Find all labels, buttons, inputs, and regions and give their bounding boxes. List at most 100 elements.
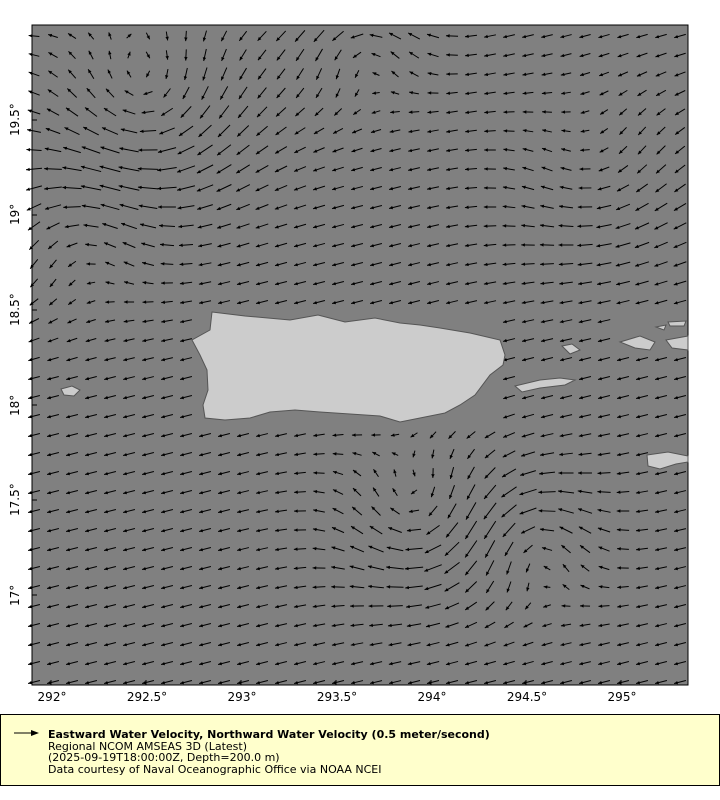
velocity-arrow <box>179 281 193 286</box>
velocity-arrow <box>446 148 458 153</box>
velocity-arrow <box>578 319 592 324</box>
velocity-arrow <box>540 395 554 400</box>
velocity-arrow <box>412 469 416 477</box>
velocity-arrow <box>118 166 140 172</box>
velocity-arrow <box>521 413 535 419</box>
velocity-arrow <box>255 566 269 571</box>
velocity-arrow <box>369 525 383 535</box>
velocity-arrow <box>521 357 535 362</box>
velocity-arrow <box>654 241 668 249</box>
velocity-arrow <box>370 167 382 172</box>
velocity-arrow <box>197 144 213 156</box>
velocity-arrow <box>105 281 115 285</box>
velocity-arrow <box>46 222 60 230</box>
velocity-arrow <box>65 604 79 609</box>
velocity-arrow <box>27 661 41 666</box>
velocity-arrow <box>354 70 360 78</box>
velocity-arrow <box>44 204 62 210</box>
velocity-arrow <box>445 243 459 248</box>
velocity-arrow <box>141 623 155 628</box>
velocity-arrow <box>483 186 497 190</box>
velocity-arrow <box>160 509 174 514</box>
velocity-arrow <box>636 585 648 590</box>
velocity-arrow <box>276 68 286 80</box>
velocity-arrow <box>655 33 667 39</box>
velocity-arrow <box>615 261 631 267</box>
velocity-arrow <box>636 566 648 571</box>
velocity-arrow <box>294 452 306 457</box>
velocity-arrow <box>578 526 592 534</box>
velocity-arrow <box>445 622 459 628</box>
velocity-arrow <box>27 433 41 438</box>
velocity-arrow <box>578 433 592 438</box>
velocity-arrow <box>503 660 515 666</box>
velocity-arrow <box>654 623 668 628</box>
velocity-arrow <box>47 395 59 400</box>
velocity-arrow <box>159 224 175 228</box>
velocity-arrow <box>446 53 458 57</box>
velocity-arrow <box>331 281 345 286</box>
velocity-arrow <box>160 452 174 457</box>
velocity-arrow <box>503 72 515 77</box>
velocity-arrow <box>654 604 668 609</box>
velocity-arrow <box>65 107 79 117</box>
velocity-arrow <box>635 433 649 438</box>
velocity-arrow <box>68 50 76 60</box>
velocity-arrow <box>369 243 383 248</box>
velocity-arrow <box>388 186 402 191</box>
velocity-arrow <box>406 528 422 533</box>
velocity-arrow <box>559 338 573 343</box>
velocity-arrow <box>122 661 136 666</box>
velocity-arrow <box>67 260 77 268</box>
velocity-arrow <box>48 298 58 306</box>
velocity-arrow <box>141 433 155 438</box>
velocity-arrow <box>505 601 513 611</box>
velocity-arrow <box>220 30 228 42</box>
velocity-arrow <box>160 566 174 571</box>
velocity-arrow <box>46 528 60 533</box>
velocity-arrow <box>142 357 154 362</box>
velocity-arrow <box>541 642 553 647</box>
velocity-arrow <box>274 680 288 685</box>
velocity-arrow <box>46 566 60 571</box>
velocity-arrow <box>503 34 515 39</box>
velocity-arrow <box>521 185 535 191</box>
velocity-arrow <box>160 642 174 647</box>
velocity-arrow <box>87 32 95 40</box>
velocity-arrow <box>561 110 571 114</box>
velocity-arrow <box>122 585 136 590</box>
velocity-arrow <box>216 164 232 174</box>
velocity-arrow <box>674 33 686 39</box>
y-tick-label: 17° <box>8 584 22 606</box>
velocity-arrow <box>350 604 364 608</box>
velocity-arrow <box>179 509 193 514</box>
velocity-arrow <box>464 660 478 666</box>
velocity-arrow <box>217 242 231 248</box>
velocity-arrow <box>618 89 628 97</box>
velocity-arrow <box>464 679 478 685</box>
velocity-arrow <box>578 680 592 685</box>
velocity-arrow <box>541 72 553 77</box>
velocity-arrow <box>202 30 207 42</box>
velocity-arrow <box>236 490 250 495</box>
velocity-arrow <box>315 48 323 62</box>
velocity-arrow <box>198 547 212 552</box>
velocity-arrow <box>63 146 81 154</box>
velocity-arrow <box>178 125 194 137</box>
velocity-arrow <box>293 223 307 229</box>
velocity-arrow <box>350 680 364 685</box>
legend-title: Eastward Water Velocity, Northward Water… <box>48 728 490 741</box>
velocity-arrow <box>635 528 649 532</box>
velocity-arrow <box>256 106 268 118</box>
velocity-arrow <box>103 452 117 457</box>
velocity-arrow <box>332 128 344 134</box>
velocity-arrow <box>354 89 360 97</box>
mona-island <box>60 385 81 397</box>
velocity-arrow <box>333 108 343 116</box>
velocity-arrow <box>104 357 116 362</box>
velocity-arrow <box>217 585 231 590</box>
velocity-arrow <box>182 86 190 100</box>
velocity-arrow <box>49 259 57 269</box>
velocity-arrow <box>99 184 121 192</box>
velocity-arrow <box>351 147 363 153</box>
